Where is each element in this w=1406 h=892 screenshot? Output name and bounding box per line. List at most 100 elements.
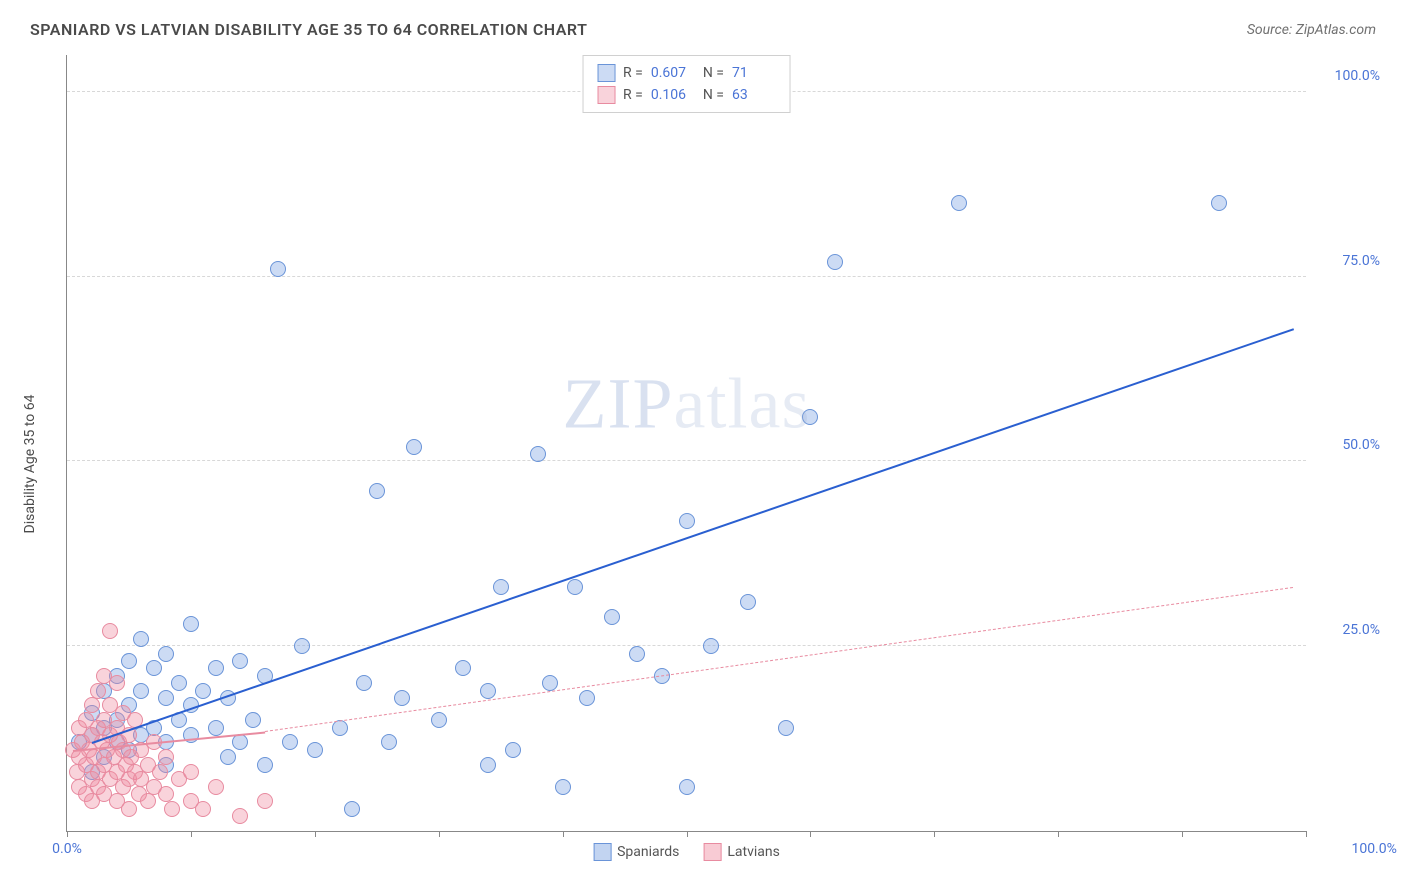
- data-point-spaniards: [270, 261, 286, 277]
- data-point-latvians: [164, 801, 180, 817]
- swatch-spaniards: [597, 64, 615, 82]
- plot-area: ZIPatlas R = 0.607 N = 71 R = 0.106 N = …: [66, 55, 1306, 832]
- legend-item-spaniards: Spaniards: [593, 843, 679, 861]
- gridline: [67, 276, 1306, 277]
- legend-swatch-latvians: [703, 843, 721, 861]
- data-point-spaniards: [505, 742, 521, 758]
- data-point-spaniards: [171, 675, 187, 691]
- data-point-spaniards: [604, 609, 620, 625]
- data-point-spaniards: [208, 660, 224, 676]
- data-point-spaniards: [951, 195, 967, 211]
- chart-container: Disability Age 35 to 64 ZIPatlas R = 0.6…: [40, 55, 1386, 872]
- data-point-spaniards: [394, 690, 410, 706]
- data-point-spaniards: [480, 683, 496, 699]
- data-point-spaniards: [195, 683, 211, 699]
- data-point-latvians: [152, 764, 168, 780]
- data-point-spaniards: [158, 690, 174, 706]
- data-point-latvians: [140, 793, 156, 809]
- data-point-spaniards: [133, 683, 149, 699]
- data-point-latvians: [183, 764, 199, 780]
- data-point-spaniards: [369, 483, 385, 499]
- gridline: [67, 645, 1306, 646]
- n-label: N =: [703, 65, 724, 81]
- data-point-spaniards: [158, 646, 174, 662]
- watermark: ZIPatlas: [563, 363, 811, 446]
- y-tick-label: 50.0%: [1312, 437, 1380, 453]
- data-point-spaniards: [827, 254, 843, 270]
- x-tick: [315, 831, 316, 837]
- r-value-latvians: 0.106: [651, 87, 695, 103]
- data-point-spaniards: [282, 734, 298, 750]
- data-point-latvians: [84, 697, 100, 713]
- data-point-spaniards: [455, 660, 471, 676]
- data-point-spaniards: [740, 594, 756, 610]
- y-tick-label: 100.0%: [1312, 68, 1380, 84]
- data-point-latvians: [90, 683, 106, 699]
- trend-line: [91, 329, 1293, 745]
- x-tick: [563, 831, 564, 837]
- x-tick: [439, 831, 440, 837]
- data-point-spaniards: [356, 675, 372, 691]
- data-point-spaniards: [183, 616, 199, 632]
- correlation-row-spaniards: R = 0.607 N = 71: [597, 62, 776, 84]
- data-point-latvians: [121, 801, 137, 817]
- data-point-latvians: [158, 749, 174, 765]
- x-tick: [191, 831, 192, 837]
- correlation-legend: R = 0.607 N = 71 R = 0.106 N = 63: [582, 55, 791, 113]
- x-tick: [810, 831, 811, 837]
- data-point-spaniards: [133, 631, 149, 647]
- r-value-spaniards: 0.607: [651, 65, 695, 81]
- legend-swatch-spaniards: [593, 843, 611, 861]
- data-point-spaniards: [381, 734, 397, 750]
- data-point-spaniards: [146, 660, 162, 676]
- n-value-spaniards: 71: [732, 65, 776, 81]
- data-point-spaniards: [307, 742, 323, 758]
- data-point-latvians: [109, 675, 125, 691]
- data-point-spaniards: [406, 439, 422, 455]
- legend-label-latvians: Latvians: [727, 844, 780, 860]
- data-point-spaniards: [431, 712, 447, 728]
- x-tick: [934, 831, 935, 837]
- x-tick-label-left: 0.0%: [52, 841, 82, 857]
- legend-label-spaniards: Spaniards: [617, 844, 679, 860]
- data-point-spaniards: [679, 779, 695, 795]
- data-point-latvians: [195, 801, 211, 817]
- data-point-spaniards: [1211, 195, 1227, 211]
- data-point-latvians: [208, 779, 224, 795]
- data-point-spaniards: [802, 409, 818, 425]
- x-tick: [1182, 831, 1183, 837]
- r-label: R =: [623, 87, 643, 103]
- data-point-spaniards: [220, 749, 236, 765]
- x-tick: [1306, 831, 1307, 837]
- chart-title: SPANIARD VS LATVIAN DISABILITY AGE 35 TO…: [30, 20, 587, 39]
- data-point-spaniards: [567, 579, 583, 595]
- data-point-spaniards: [679, 513, 695, 529]
- y-axis-title: Disability Age 35 to 64: [22, 394, 38, 533]
- data-point-latvians: [232, 808, 248, 824]
- data-point-spaniards: [232, 653, 248, 669]
- x-tick: [67, 831, 68, 837]
- data-point-latvians: [257, 793, 273, 809]
- data-point-spaniards: [480, 757, 496, 773]
- y-tick-label: 25.0%: [1312, 622, 1380, 638]
- chart-header: SPANIARD VS LATVIAN DISABILITY AGE 35 TO…: [0, 0, 1406, 53]
- x-tick-label-right: 100.0%: [1351, 841, 1396, 857]
- series-legend: Spaniards Latvians: [593, 843, 780, 861]
- data-point-latvians: [158, 786, 174, 802]
- data-point-spaniards: [579, 690, 595, 706]
- x-tick: [687, 831, 688, 837]
- n-value-latvians: 63: [732, 87, 776, 103]
- data-point-spaniards: [703, 638, 719, 654]
- n-label: N =: [703, 87, 724, 103]
- legend-item-latvians: Latvians: [703, 843, 780, 861]
- data-point-spaniards: [121, 653, 137, 669]
- swatch-latvians: [597, 86, 615, 104]
- data-point-spaniards: [778, 720, 794, 736]
- data-point-latvians: [102, 623, 118, 639]
- trend-line: [265, 587, 1293, 732]
- data-point-spaniards: [232, 734, 248, 750]
- data-point-spaniards: [555, 779, 571, 795]
- gridline: [67, 460, 1306, 461]
- data-point-spaniards: [208, 720, 224, 736]
- data-point-spaniards: [542, 675, 558, 691]
